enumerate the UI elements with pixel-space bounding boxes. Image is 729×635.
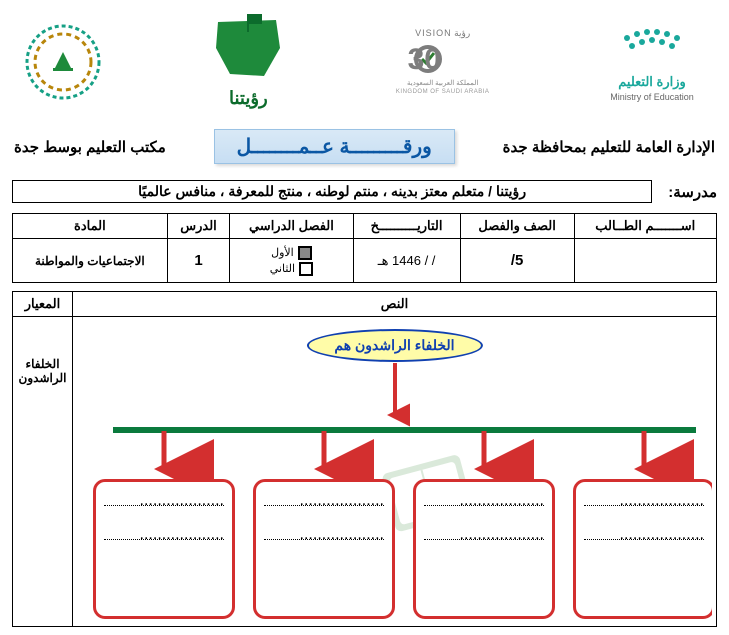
criteria-cell: الخلفاء الراشدون: [13, 317, 73, 627]
rayatna-icon: [208, 14, 288, 86]
vision-top-text: رؤية VISION: [415, 28, 470, 39]
checkbox-sem1: [298, 246, 312, 260]
ministry-logo: وزارة التعليم Ministry of Education: [597, 22, 707, 102]
answer-line: ...................: [104, 526, 224, 540]
answer-box-1: ................... ...................: [93, 479, 235, 619]
vision2030-icon: 2 30: [393, 41, 493, 77]
th-student: اســـــــم الطــالب: [574, 214, 716, 239]
td-date: / / 1446 هـ: [353, 239, 460, 283]
header-logos: وزارة التعليم Ministry of Education رؤية…: [12, 8, 717, 123]
arrow-down-main: [380, 363, 410, 429]
ministry-en-text: Ministry of Education: [610, 92, 694, 102]
worksheet-badge: ورقـــــــــة عــمــــــــل: [214, 129, 455, 164]
title-row: الإدارة العامة للتعليم بمحافظة جدة ورقــ…: [12, 123, 717, 174]
td-student: [574, 239, 716, 283]
th-lesson: الدرس: [167, 214, 229, 239]
sem2-label: الثاني: [270, 262, 295, 275]
answer-line: ...................: [424, 526, 544, 540]
th-text: النص: [73, 292, 717, 317]
checkbox-sem2: [299, 262, 313, 276]
diagram-cell: الخلفاء الراشدون هم: [73, 317, 717, 627]
ministry-ar-text: وزارة التعليم: [618, 74, 686, 90]
vision-statement: رؤيتنا / متعلم معتز بدينه ، منتم لوطنه ،…: [12, 180, 652, 203]
svg-text:30: 30: [407, 43, 440, 76]
circular-emblem-icon: [22, 21, 104, 103]
answer-box-4: ................... ...................: [573, 479, 712, 619]
answer-box-2: ................... ...................: [253, 479, 395, 619]
td-lesson: 1: [167, 239, 229, 283]
answer-line: ...................: [424, 492, 544, 506]
school-label: مدرسة:: [668, 183, 717, 201]
answer-line: ...................: [584, 492, 704, 506]
ministry-icon: [597, 22, 707, 72]
rayatna-logo: رؤيتنا: [208, 14, 288, 109]
th-subject: المادة: [13, 214, 168, 239]
vision2030-logo: رؤية VISION 2 30 المملكة العربية السعودي…: [393, 28, 493, 95]
vision-country-en: KINGDOM OF SAUDI ARABIA: [396, 89, 490, 95]
td-semester: الأول الثاني: [230, 239, 353, 283]
answer-line: ...................: [264, 492, 384, 506]
td-grade: 5/: [460, 239, 574, 283]
info-table: اســـــــم الطــالب الصف والفصل التاريــ…: [12, 213, 717, 283]
answer-box-3: ................... ...................: [413, 479, 555, 619]
th-date: التاريــــــــــخ: [353, 214, 460, 239]
circular-emblem-logo: [22, 21, 104, 103]
arrows-to-boxes: [77, 431, 712, 483]
admin-text: الإدارة العامة للتعليم بمحافظة جدة: [503, 138, 715, 156]
office-text: مكتب التعليم بوسط جدة: [14, 138, 166, 156]
answer-line: ...................: [264, 526, 384, 540]
td-subject: الاجتماعيات والمواطنة: [13, 239, 168, 283]
answer-line: ...................: [584, 526, 704, 540]
answer-line: ...................: [104, 492, 224, 506]
th-grade: الصف والفصل: [460, 214, 574, 239]
rayatna-text: رؤيتنا: [229, 88, 268, 109]
school-row: مدرسة: رؤيتنا / متعلم معتز بدينه ، منتم …: [12, 174, 717, 213]
th-criteria: المعيار: [13, 292, 73, 317]
vision-country-ar: المملكة العربية السعودية: [407, 79, 478, 87]
diagram: الخلفاء الراشدون هم: [77, 323, 712, 620]
content-table: النص المعيار الخلفاء الراشدون هم: [12, 291, 717, 627]
sem1-label: الأول: [271, 246, 294, 259]
th-semester: الفصل الدراسي: [230, 214, 353, 239]
diagram-topic: الخلفاء الراشدون هم: [306, 329, 482, 362]
